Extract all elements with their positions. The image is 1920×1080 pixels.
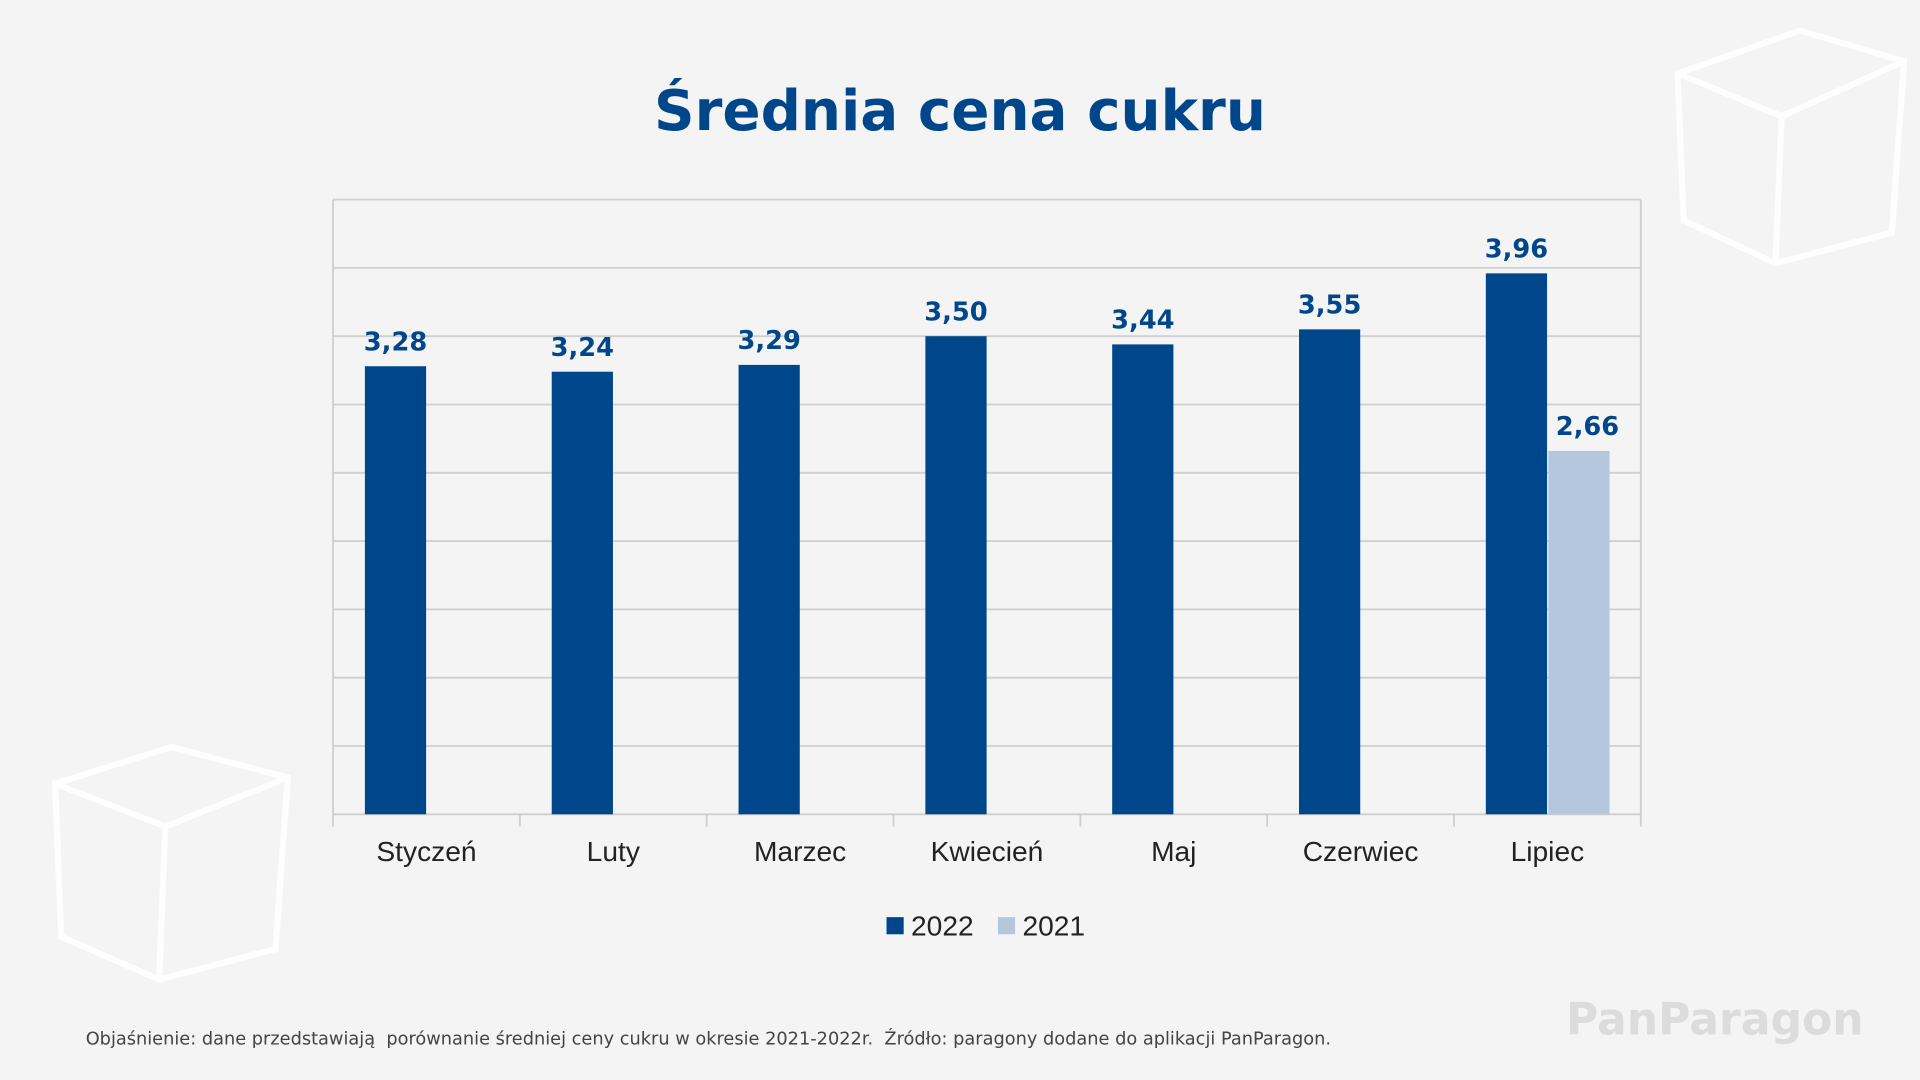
legend-label: 2021 (1022, 911, 1085, 942)
bar-2022 (1485, 273, 1548, 815)
x-tick-label: Styczeń (376, 836, 476, 867)
x-tick-label: Luty (587, 836, 641, 867)
x-tick-label: Lipiec (1511, 836, 1585, 867)
legend: 2022 2021 (886, 911, 1085, 942)
chart-title: Średnia cena cukru (654, 76, 1266, 144)
sugar-cube-decoration-bottom-left (51, 743, 291, 983)
bar-2022 (925, 336, 987, 815)
bar-2021 (1548, 450, 1610, 815)
bar-2022 (738, 364, 800, 815)
x-tick-label: Czerwiec (1303, 836, 1419, 867)
data-label: 3,24 (551, 333, 614, 363)
plot-background (333, 199, 1641, 815)
data-label: 3,50 (924, 297, 987, 327)
bar-2022 (364, 366, 427, 815)
data-label: 3,55 (1298, 290, 1361, 320)
legend-swatch-2021 (997, 917, 1016, 935)
data-label: 2,66 (1556, 412, 1619, 442)
legend-label: 2022 (911, 911, 974, 942)
x-tick-label: Marzec (754, 836, 846, 867)
x-tick-label: Kwiecień (931, 836, 1044, 867)
data-label: 3,29 (737, 326, 800, 356)
bar-2022 (1299, 329, 1361, 815)
data-label: 3,44 (1111, 305, 1174, 335)
panparagon-logo: PanParagon (1566, 995, 1864, 1046)
plot-area: 3,28 Styczeń 3,24 Luty 3,29 Marzec 3,50 Kwiecie… (332, 198, 1642, 867)
data-label: 3,96 (1485, 234, 1548, 264)
footer-note: Objaśnienie: dane przedstawiają porównan… (86, 1027, 1331, 1049)
bar-2022 (1112, 344, 1174, 815)
data-label: 3,28 (364, 327, 427, 357)
x-tick-label: Maj (1151, 836, 1196, 867)
bar-2022 (551, 371, 613, 815)
sugar-cube-decoration-top-right (1674, 27, 1908, 267)
legend-swatch-2022 (886, 917, 904, 935)
